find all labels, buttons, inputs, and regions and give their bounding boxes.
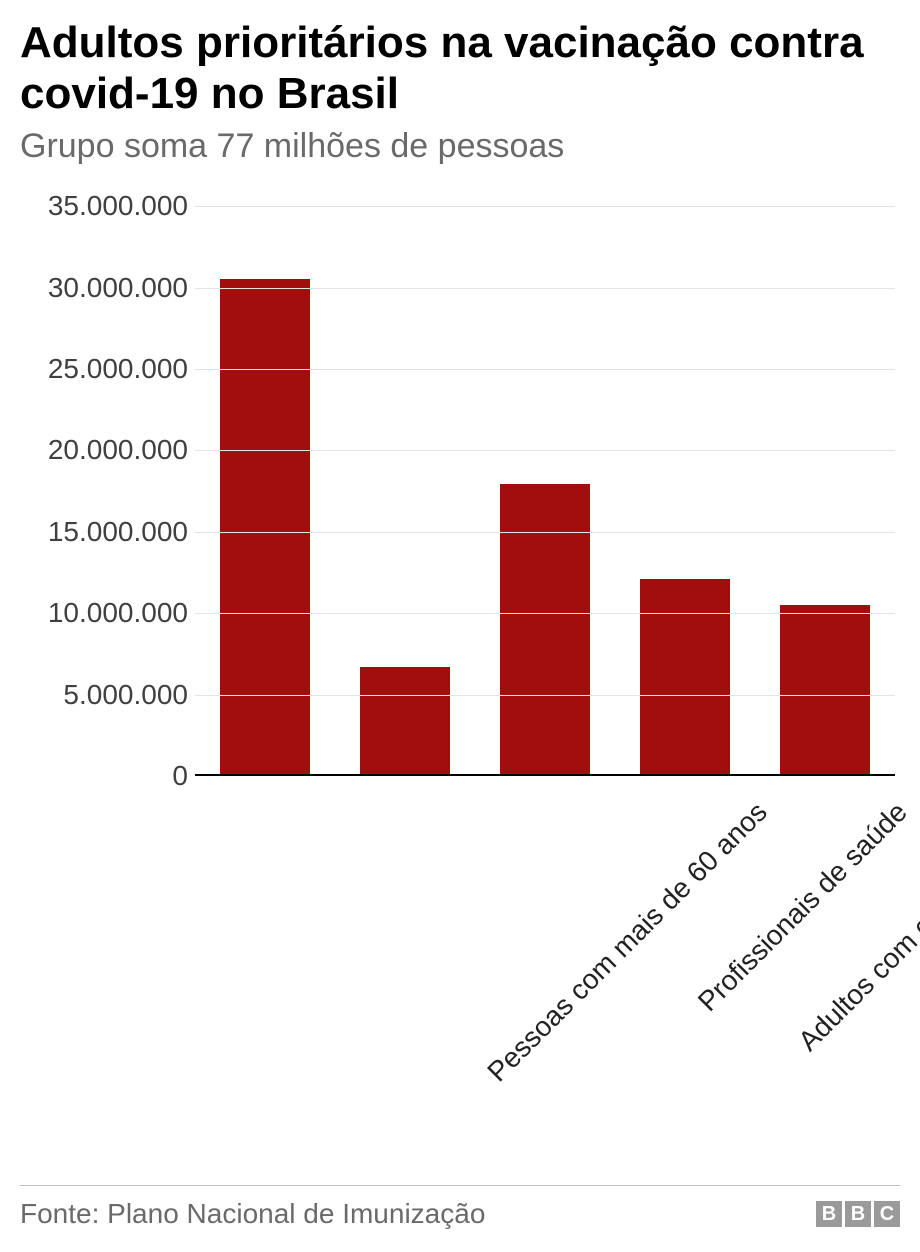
chart-subtitle: Grupo soma 77 milhões de pessoas xyxy=(20,127,900,166)
gridline xyxy=(195,288,895,289)
x-axis-labels: Pessoas com mais de 60 anosProfissionais… xyxy=(195,796,895,1196)
logo-letter: B xyxy=(845,1201,871,1227)
bar xyxy=(360,667,450,774)
bar-slot xyxy=(755,206,895,774)
bar xyxy=(220,279,310,774)
gridline xyxy=(195,695,895,696)
bars-group xyxy=(195,206,895,774)
logo-letter: C xyxy=(874,1201,900,1227)
y-tick-label: 20.000.000 xyxy=(23,434,188,466)
bar-slot xyxy=(475,206,615,774)
x-label-slot: Profissionais de saúde xyxy=(335,796,475,1196)
gridline xyxy=(195,450,895,451)
y-tick-label: 35.000.000 xyxy=(23,190,188,222)
bar-slot xyxy=(195,206,335,774)
chart-title: Adultos prioritários na vacinação contra… xyxy=(20,18,900,119)
chart-container: Pessoas com mais de 60 anosProfissionais… xyxy=(20,196,900,1196)
bar-slot xyxy=(615,206,755,774)
bar xyxy=(500,484,590,774)
gridline xyxy=(195,532,895,533)
gridline xyxy=(195,613,895,614)
logo-letter: B xyxy=(816,1201,842,1227)
y-tick-label: 15.000.000 xyxy=(23,516,188,548)
bar-slot xyxy=(335,206,475,774)
bar xyxy=(780,605,870,774)
y-tick-label: 0 xyxy=(23,760,188,792)
chart-footer: Fonte: Plano Nacional de Imunização BBC xyxy=(20,1185,900,1230)
source-text: Fonte: Plano Nacional de Imunização xyxy=(20,1198,485,1230)
bar xyxy=(640,579,730,774)
x-label-slot: Categorias essenciais xyxy=(615,796,755,1196)
y-tick-label: 10.000.000 xyxy=(23,597,188,629)
gridline xyxy=(195,206,895,207)
y-tick-label: 30.000.000 xyxy=(23,272,188,304)
plot-area xyxy=(195,206,895,776)
x-label-slot: Pessoas com mais de 60 anos xyxy=(195,796,335,1196)
bbc-logo: BBC xyxy=(816,1201,900,1227)
x-label-slot: Populações vulneráveis xyxy=(755,796,895,1196)
y-tick-label: 5.000.000 xyxy=(23,679,188,711)
y-tick-label: 25.000.000 xyxy=(23,353,188,385)
x-label-slot: Adultos com comorbidades xyxy=(475,796,615,1196)
gridline xyxy=(195,369,895,370)
